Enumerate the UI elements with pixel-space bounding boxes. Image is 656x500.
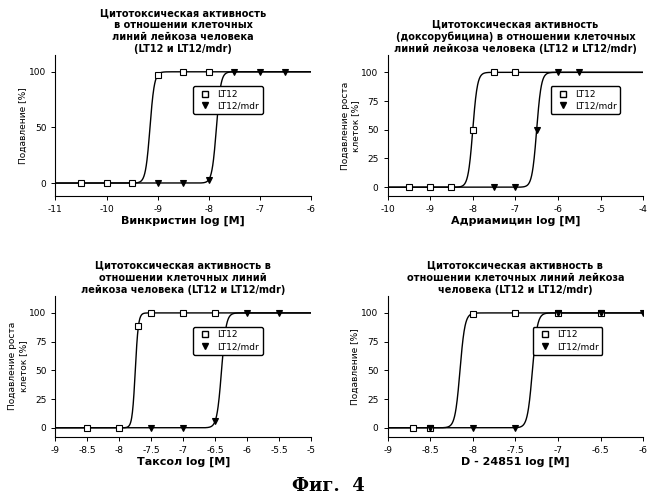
Title: Цитотоксическая активность
в отношении клеточных
линий лейкоза человека
(LT12 и : Цитотоксическая активность в отношении к… bbox=[100, 8, 266, 54]
X-axis label: Адриамицин log [M]: Адриамицин log [M] bbox=[451, 216, 580, 226]
Text: Фиг.  4: Фиг. 4 bbox=[292, 477, 364, 495]
Title: Цитотоксическая активность в
отношении клеточных линий
лейкоза человека (LT12 и : Цитотоксическая активность в отношении к… bbox=[81, 261, 285, 295]
Legend: LT12, LT12/mdr: LT12, LT12/mdr bbox=[193, 86, 262, 114]
Y-axis label: Подавление роста
клеток [%]: Подавление роста клеток [%] bbox=[9, 322, 28, 410]
Title: Цитотоксическая активность в
отношении клеточных линий лейкоза
человека (LT12 и : Цитотоксическая активность в отношении к… bbox=[407, 261, 624, 295]
Y-axis label: Подавление роста
клеток [%]: Подавление роста клеток [%] bbox=[340, 82, 360, 170]
X-axis label: D - 24851 log [M]: D - 24851 log [M] bbox=[461, 456, 569, 466]
Legend: LT12, LT12/mdr: LT12, LT12/mdr bbox=[550, 86, 621, 114]
Legend: LT12, LT12/mdr: LT12, LT12/mdr bbox=[533, 327, 602, 355]
X-axis label: Таксол log [M]: Таксол log [M] bbox=[136, 456, 230, 466]
Title: Цитотоксическая активность
(доксорубицина) в отношении клеточных
линий лейкоза ч: Цитотоксическая активность (доксорубицин… bbox=[394, 20, 637, 54]
X-axis label: Винкристин log [M]: Винкристин log [M] bbox=[121, 216, 245, 226]
Y-axis label: Подавление [%]: Подавление [%] bbox=[351, 328, 360, 404]
Y-axis label: Подавление [%]: Подавление [%] bbox=[19, 88, 28, 164]
Legend: LT12, LT12/mdr: LT12, LT12/mdr bbox=[193, 327, 262, 355]
